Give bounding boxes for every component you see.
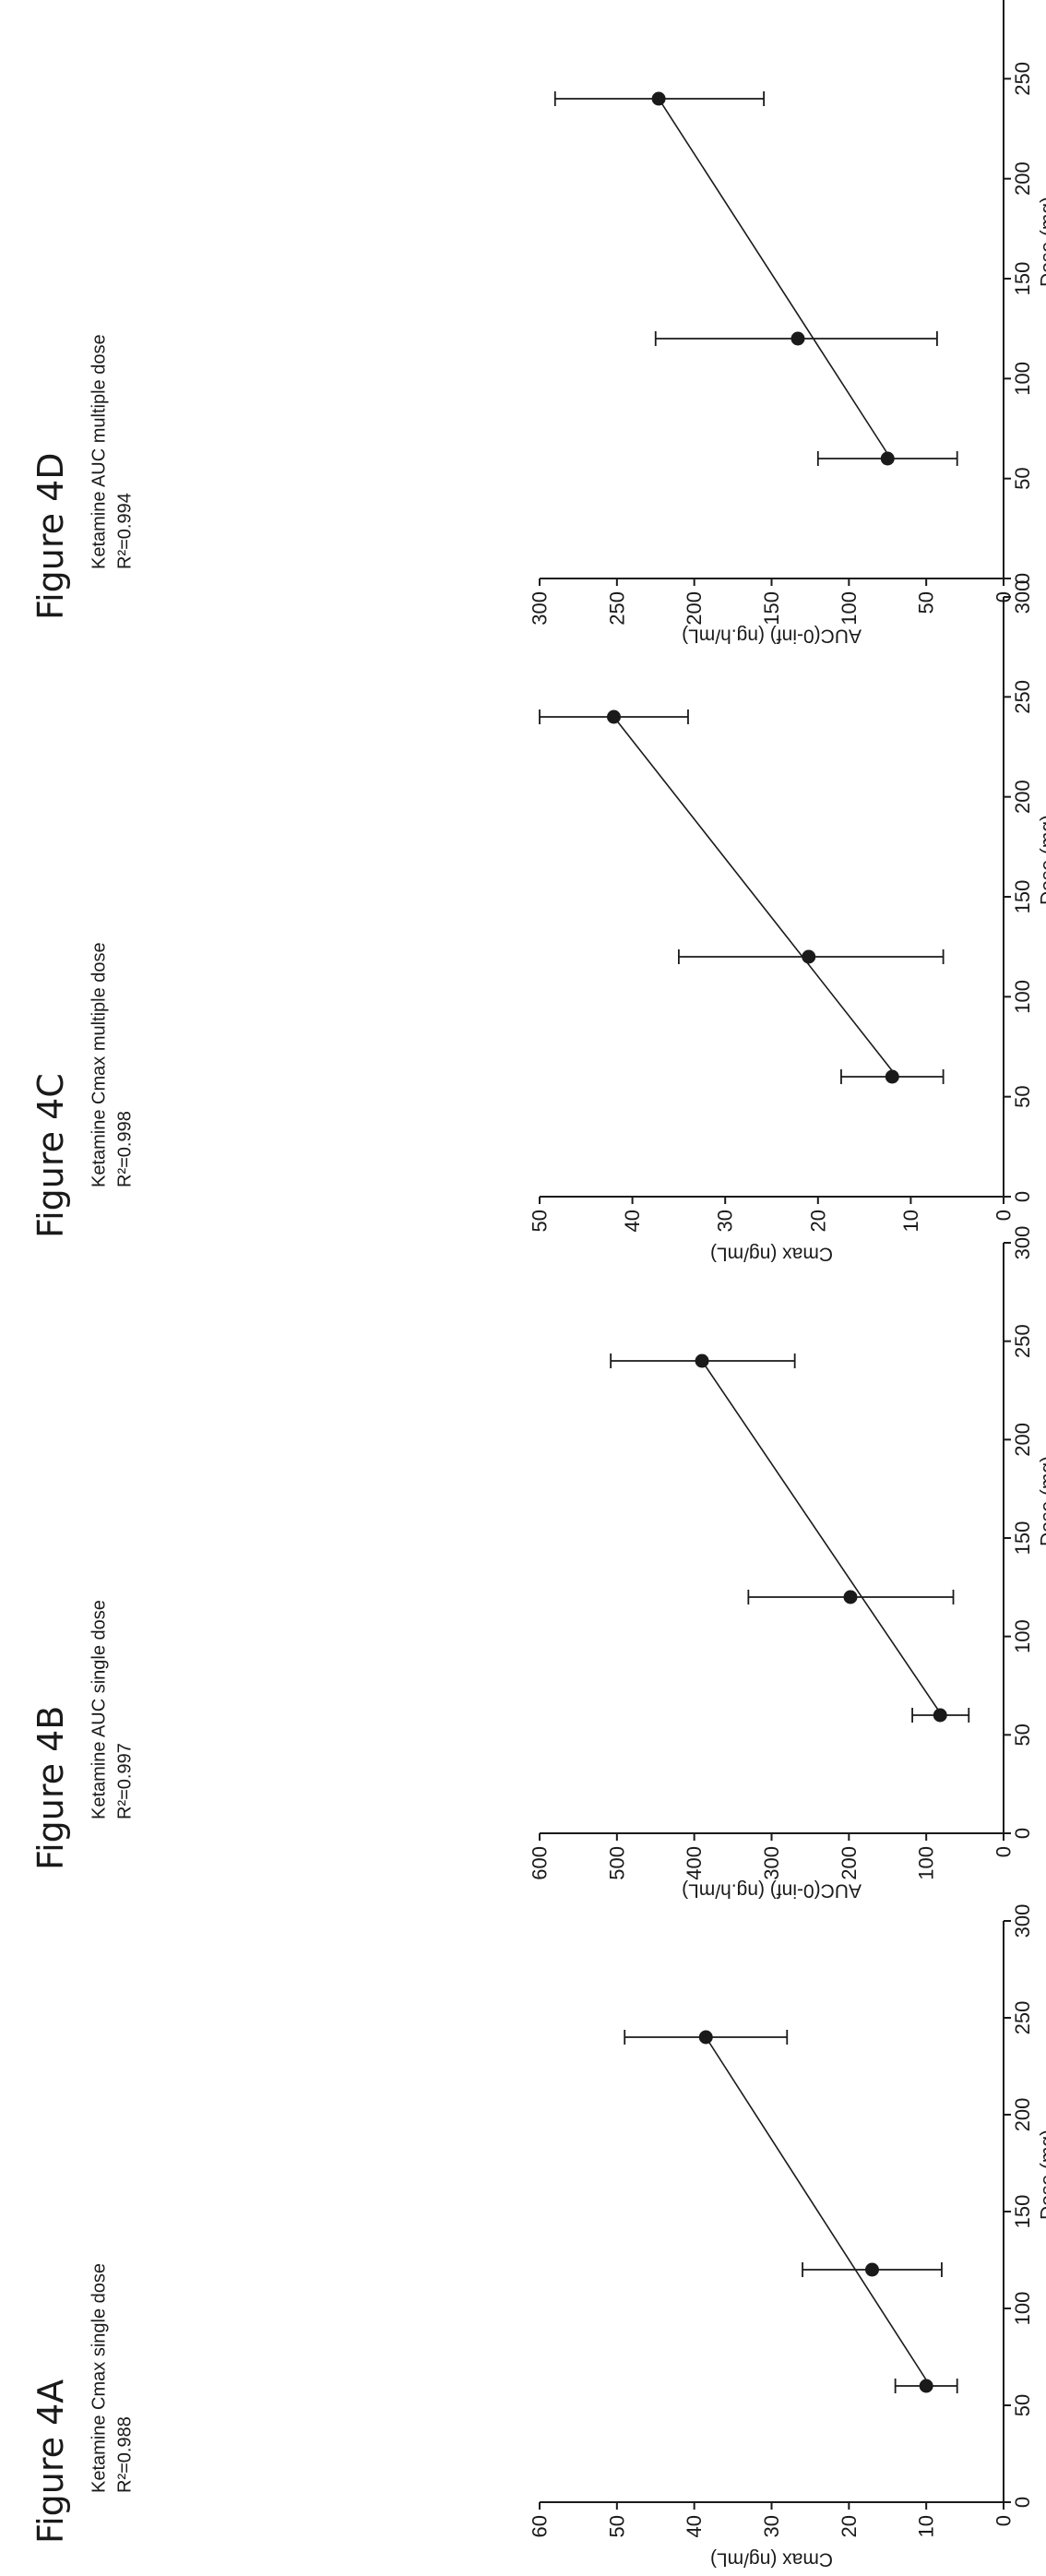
y-tick-label: 250 xyxy=(605,591,628,626)
chart-title: Figure 4C xyxy=(30,1073,71,1238)
x-tick-label: 100 xyxy=(1011,2292,1034,2326)
regression-line xyxy=(612,716,897,1078)
y-tick-label: 400 xyxy=(683,1846,706,1880)
x-tick-label: 250 xyxy=(1011,2001,1034,2035)
y-tick-label: 150 xyxy=(760,591,783,626)
x-tick-label: 100 xyxy=(1011,1619,1034,1653)
x-tick-label: 300 xyxy=(1011,1226,1034,1260)
x-tick-label: 200 xyxy=(1011,2098,1034,2132)
chart-title: Figure 4B xyxy=(30,1706,71,1870)
y-axis-label: AUC(0-inf) (ng.h/mL) xyxy=(682,626,862,647)
y-tick-label: 30 xyxy=(760,2515,783,2537)
x-tick-label: 100 xyxy=(1011,362,1034,396)
x-tick-label: 50 xyxy=(1011,1085,1034,1107)
regression-line xyxy=(658,98,892,459)
y-tick-label: 100 xyxy=(915,1846,938,1880)
chart-title: Figure 4A xyxy=(30,2379,71,2544)
y-tick-label: 40 xyxy=(621,1210,644,1232)
y-axis-label: Cmax (ng/mL) xyxy=(710,1244,833,1265)
y-tick-label: 0 xyxy=(993,1846,1016,1857)
x-tick-label: 300 xyxy=(1011,580,1034,614)
x-tick-label: 250 xyxy=(1011,1324,1034,1358)
data-point xyxy=(698,2030,713,2045)
r-squared-label: R²=0.998 xyxy=(115,1111,136,1187)
r-squared-label: R²=0.997 xyxy=(115,1743,136,1819)
data-point xyxy=(919,2379,933,2393)
chart-subtitle: Ketamine Cmax single dose xyxy=(89,2263,110,2493)
y-tick-label: 500 xyxy=(605,1846,628,1880)
x-tick-label: 250 xyxy=(1011,62,1034,96)
y-tick-label: 0 xyxy=(993,2515,1016,2526)
x-axis-label: Dose (mg) xyxy=(1037,815,1046,905)
x-tick-label: 100 xyxy=(1011,980,1034,1014)
regression-line xyxy=(705,2036,932,2387)
r-squared-label: R²=0.994 xyxy=(115,493,136,569)
y-tick-label: 60 xyxy=(529,2515,552,2537)
x-tick-label: 0 xyxy=(1011,1191,1034,1202)
chart-panel-a: Figure 4A Ketamine Cmax single dose R²=0.9… xyxy=(30,1904,1046,2570)
data-point xyxy=(885,1069,899,1084)
x-tick-label: 250 xyxy=(1011,680,1034,714)
y-tick-label: 600 xyxy=(529,1846,552,1880)
x-tick-label: 150 xyxy=(1011,1521,1034,1556)
x-tick-label: 200 xyxy=(1011,161,1034,196)
y-tick-label: 10 xyxy=(915,2515,938,2537)
y-tick-label: 50 xyxy=(915,591,938,614)
y-tick-label: 0 xyxy=(993,1210,1016,1221)
y-tick-label: 20 xyxy=(838,2515,861,2537)
data-point xyxy=(864,2262,879,2277)
x-tick-label: 300 xyxy=(1011,1904,1034,1938)
x-tick-label: 50 xyxy=(1011,1723,1034,1746)
regression-line xyxy=(701,1360,943,1716)
chart-panel-d: Figure 4D Ketamine AUC multiple dose R²=0.… xyxy=(30,0,1046,647)
chart-subtitle: Ketamine AUC single dose xyxy=(89,1600,110,1819)
y-tick-label: 300 xyxy=(760,1846,783,1880)
x-tick-label: 200 xyxy=(1011,780,1034,814)
y-axis-label: Cmax (ng/mL) xyxy=(710,2549,833,2570)
x-tick-label: 150 xyxy=(1011,880,1034,914)
x-tick-label: 0 xyxy=(1011,1828,1034,1839)
x-tick-label: 200 xyxy=(1011,1423,1034,1457)
chart-panel-b: Figure 4B Ketamine AUC single dose R²=0.99… xyxy=(30,1226,1046,1902)
data-point xyxy=(606,710,621,724)
y-tick-label: 100 xyxy=(838,591,861,626)
y-tick-label: 300 xyxy=(529,591,552,626)
y-tick-label: 0 xyxy=(993,591,1016,602)
r-squared-label: R²=0.988 xyxy=(115,2416,136,2493)
data-point xyxy=(651,91,666,106)
y-tick-label: 50 xyxy=(605,2515,628,2537)
data-point xyxy=(933,1708,947,1723)
y-tick-label: 20 xyxy=(806,1210,829,1232)
chart-subtitle: Ketamine Cmax multiple dose xyxy=(89,942,110,1187)
x-tick-label: 150 xyxy=(1011,2195,1034,2229)
x-tick-label: 50 xyxy=(1011,467,1034,489)
y-tick-label: 30 xyxy=(714,1210,737,1232)
y-tick-label: 10 xyxy=(899,1210,922,1232)
y-axis-label: AUC(0-inf) (ng.h/mL) xyxy=(682,1880,862,1902)
x-tick-label: 150 xyxy=(1011,262,1034,296)
chart-subtitle: Ketamine AUC multiple dose xyxy=(89,334,110,569)
y-tick-label: 50 xyxy=(529,1210,552,1232)
data-point xyxy=(802,949,816,964)
data-point xyxy=(695,1354,709,1368)
data-point xyxy=(880,451,895,466)
x-axis-label: Dose (mg) xyxy=(1037,1456,1046,1546)
chart-panel-c: Figure 4C Ketamine Cmax multiple dose R²=0… xyxy=(30,580,1046,1265)
x-tick-label: 0 xyxy=(1011,573,1034,584)
y-tick-label: 200 xyxy=(683,591,706,626)
x-axis-label: Dose (mg) xyxy=(1037,2129,1046,2220)
data-point xyxy=(790,331,805,346)
x-tick-label: 0 xyxy=(1011,2497,1034,2508)
y-tick-label: 40 xyxy=(683,2515,706,2537)
data-point xyxy=(843,1590,858,1604)
x-tick-label: 50 xyxy=(1011,2394,1034,2416)
x-axis-label: Dose (mg) xyxy=(1037,197,1046,287)
chart-title: Figure 4D xyxy=(30,452,71,620)
rotated-figure-group: Figure 4A Ketamine Cmax single dose R²=0.9… xyxy=(30,0,1046,2570)
y-tick-label: 200 xyxy=(838,1846,861,1880)
